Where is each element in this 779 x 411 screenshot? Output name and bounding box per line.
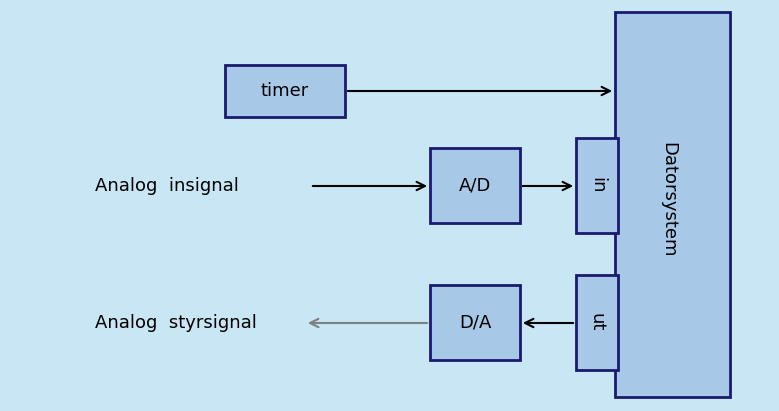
Text: timer: timer [261, 82, 309, 100]
Bar [225, 65, 345, 117]
Bar [576, 138, 618, 233]
Text: A/D: A/D [459, 176, 492, 194]
Text: Analog  insignal: Analog insignal [95, 177, 239, 195]
Text: Analog  styrsignal: Analog styrsignal [95, 314, 257, 332]
Text: ut: ut [588, 313, 606, 332]
Text: D/A: D/A [459, 314, 492, 332]
Bar [430, 285, 520, 360]
Text: in: in [588, 177, 606, 194]
Text: Datorsystem: Datorsystem [659, 142, 677, 258]
Bar [576, 275, 618, 370]
Bar [615, 12, 730, 397]
Bar [430, 148, 520, 223]
